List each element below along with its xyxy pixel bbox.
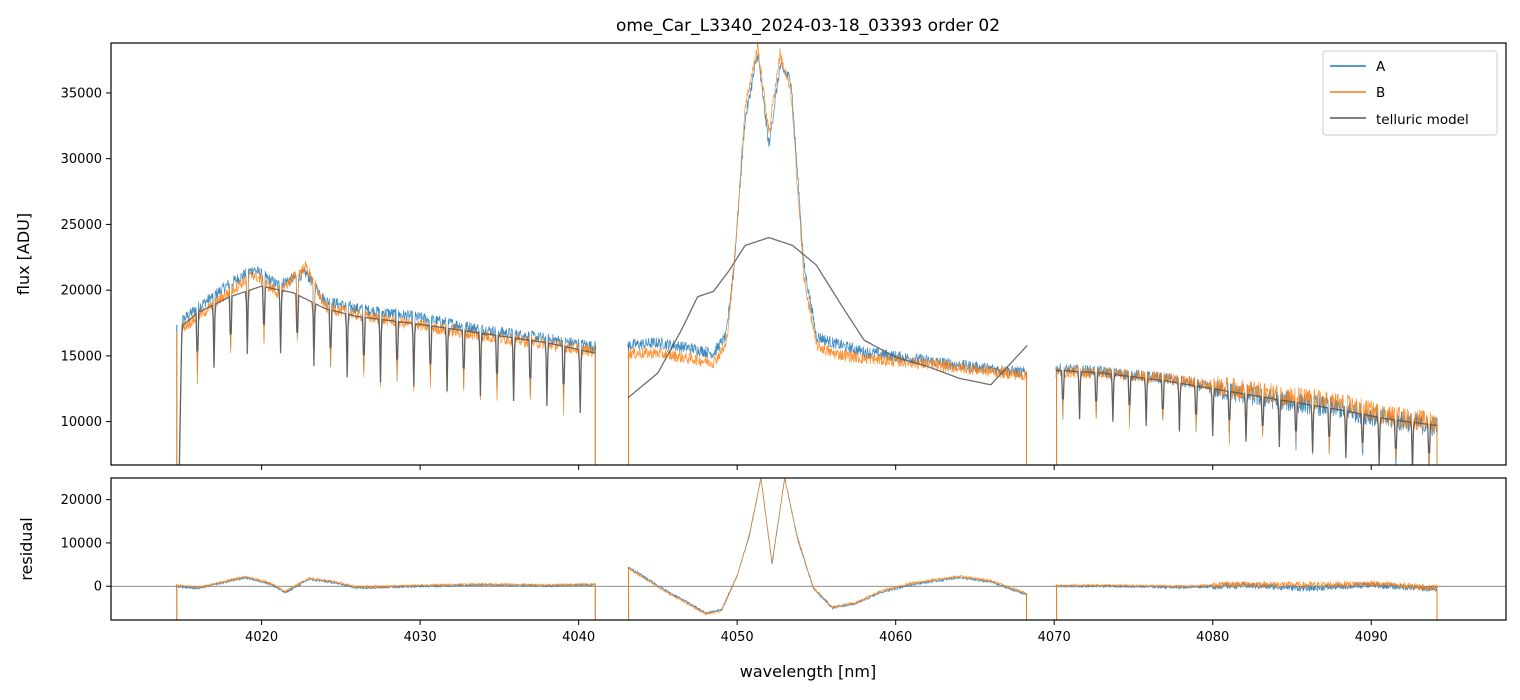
legend: A B telluric model bbox=[1322, 50, 1498, 136]
flux-series-telluric-model bbox=[627, 237, 1028, 399]
residual-series-a bbox=[627, 478, 1028, 615]
flux-y-axis-label: flux [ADU] bbox=[14, 213, 33, 295]
residual-x-tick-label: 4090 bbox=[1355, 630, 1388, 645]
flux-series-b bbox=[627, 43, 1028, 381]
residual-plot-area bbox=[111, 478, 1506, 620]
residual-y-tick-label: 10000 bbox=[61, 536, 102, 551]
flux-y-tick-label: 10000 bbox=[61, 415, 102, 430]
legend-frame bbox=[1322, 50, 1498, 136]
flux-axes-frame bbox=[110, 42, 1507, 466]
flux-y-tick-label: 25000 bbox=[61, 218, 102, 233]
flux-x-ticks bbox=[261, 465, 1372, 470]
residual-x-tick-label: 4080 bbox=[1196, 630, 1229, 645]
flux-y-ticks: 10000 15000 20000 25000 30000 35000 bbox=[61, 86, 111, 430]
residual-x-tick-label: 4050 bbox=[721, 630, 754, 645]
residual-series-b bbox=[175, 575, 596, 593]
flux-series-b bbox=[179, 261, 597, 465]
residual-series-b bbox=[1055, 580, 1438, 592]
residual-y-tick-label: 0 bbox=[94, 580, 102, 595]
legend-label-telluric-model: telluric model bbox=[1376, 112, 1469, 128]
residual-x-ticks: 4020 4030 4040 4050 4060 4070 4080 4090 bbox=[245, 620, 1388, 645]
residual-x-tick-label: 4020 bbox=[245, 630, 278, 645]
residual-y-tick-label: 20000 bbox=[61, 493, 102, 508]
flux-series-a bbox=[178, 265, 597, 465]
chart-title: ome_Car_L3340_2024-03-18_03393 order 02 bbox=[616, 16, 1000, 36]
x-axis-label: wavelength [nm] bbox=[740, 662, 877, 681]
residual-panel: 4020 4030 4040 4050 4060 4070 4080 4090 0 10000 2… bbox=[17, 477, 1507, 681]
flux-series-a bbox=[627, 54, 1028, 378]
legend-label-b: B bbox=[1376, 85, 1385, 101]
legend-label-a: A bbox=[1376, 59, 1386, 75]
residual-x-tick-label: 4060 bbox=[879, 630, 912, 645]
residual-y-ticks: 0 10000 20000 bbox=[61, 493, 111, 595]
flux-panel: 10000 15000 20000 25000 30000 35000 flux [ADU… bbox=[14, 42, 1507, 470]
flux-series-telluric-model bbox=[178, 285, 596, 465]
residual-x-tick-label: 4040 bbox=[562, 630, 595, 645]
flux-plot-area bbox=[176, 43, 1438, 465]
residual-axes-frame bbox=[110, 477, 1507, 621]
residual-series-b bbox=[627, 478, 1028, 616]
flux-y-tick-label: 30000 bbox=[61, 152, 102, 167]
residual-y-axis-label: residual bbox=[17, 517, 36, 580]
residual-x-tick-label: 4030 bbox=[404, 630, 437, 645]
flux-y-tick-label: 35000 bbox=[61, 86, 102, 101]
flux-series-telluric-model bbox=[1055, 369, 1438, 465]
residual-x-tick-label: 4070 bbox=[1038, 630, 1071, 645]
flux-y-tick-label: 20000 bbox=[61, 284, 102, 299]
flux-y-tick-label: 15000 bbox=[61, 349, 102, 364]
